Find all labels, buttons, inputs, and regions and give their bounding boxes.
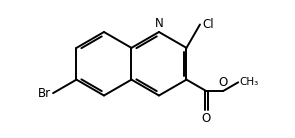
Text: Cl: Cl bbox=[202, 18, 214, 31]
Text: N: N bbox=[155, 17, 163, 30]
Text: O: O bbox=[218, 76, 228, 89]
Text: O: O bbox=[202, 112, 211, 125]
Text: CH₃: CH₃ bbox=[240, 77, 259, 87]
Text: Br: Br bbox=[38, 87, 51, 100]
